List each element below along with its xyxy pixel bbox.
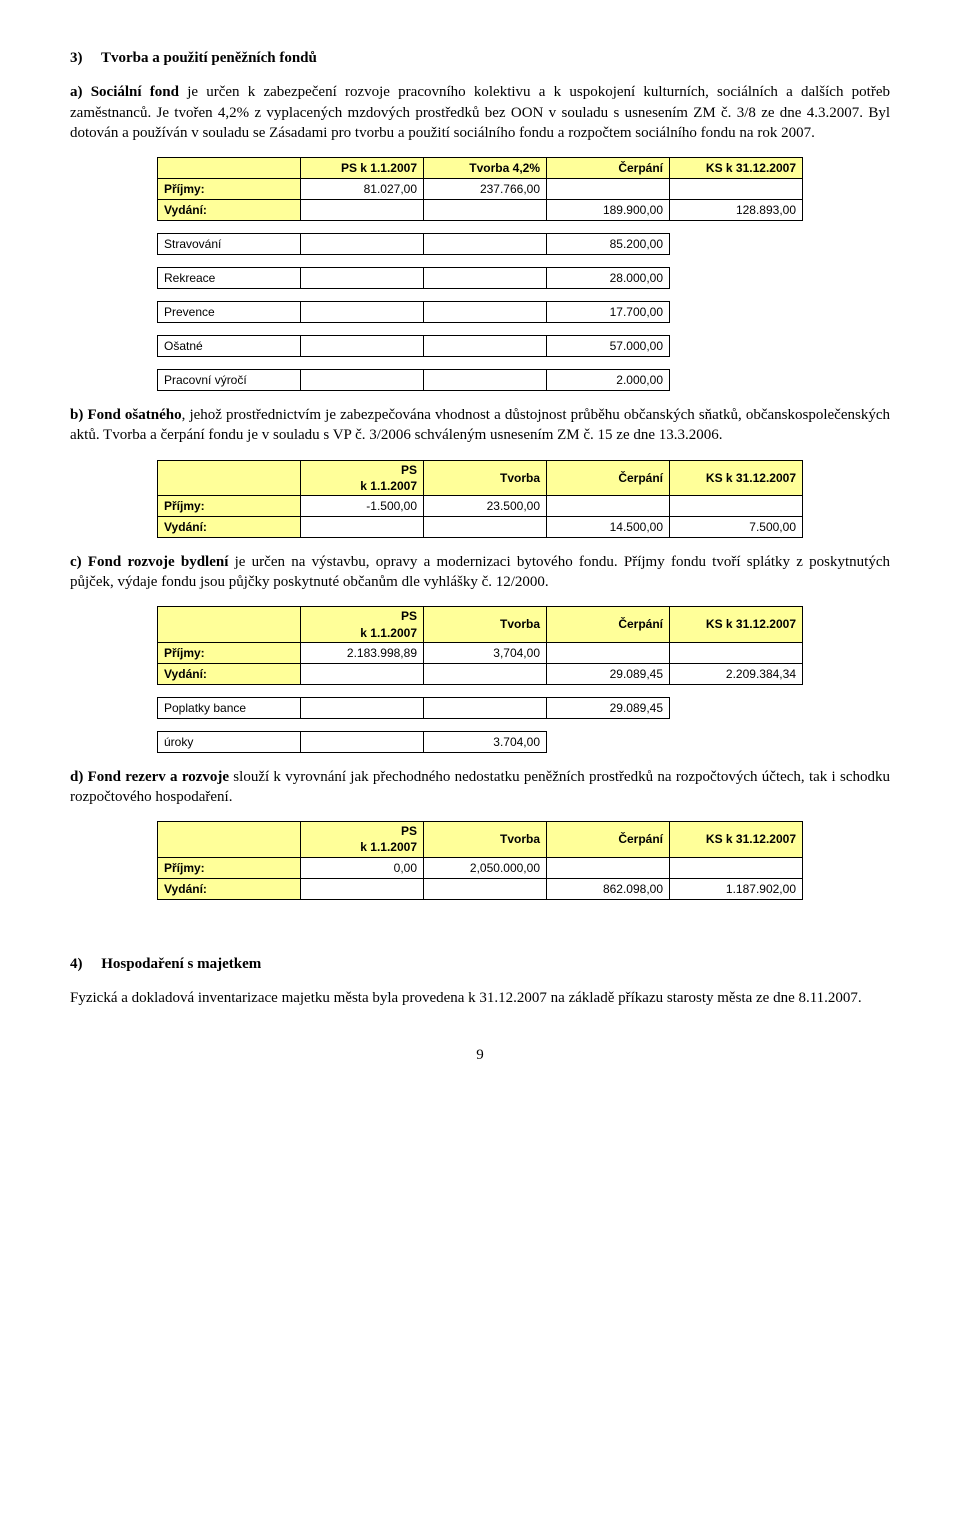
table-a-income-v4 bbox=[547, 179, 670, 200]
table-a-exp-v5: 128.893,00 bbox=[670, 200, 803, 221]
para-a-text: je určen k zabezpečení rozvoje pracovníh… bbox=[70, 84, 890, 141]
table-d-h5: KS k 31.12.2007 bbox=[670, 822, 803, 857]
sec4-prefix: 4) bbox=[70, 956, 83, 972]
table-b-income-v2: -1.500,00 bbox=[301, 495, 424, 516]
table-b-h2: PSk 1.1.2007 bbox=[301, 460, 424, 495]
table-c-h2: PSk 1.1.2007 bbox=[301, 607, 424, 642]
table-a-h2: PS k 1.1.2007 bbox=[301, 158, 424, 179]
table-b-exp-lbl: Vydání: bbox=[158, 516, 301, 537]
table-a-item2-lbl: Prevence bbox=[158, 302, 301, 323]
table-d: PSk 1.1.2007 Tvorba Čerpání KS k 31.12.2… bbox=[157, 821, 803, 899]
table-a-item0-lbl: Stravování bbox=[158, 234, 301, 255]
table-a-item3-val: 57.000,00 bbox=[547, 336, 670, 357]
table-b-h5: KS k 31.12.2007 bbox=[670, 460, 803, 495]
table-a-item1-val: 28.000,00 bbox=[547, 268, 670, 289]
para-b: b) Fond ošatného, jehož prostřednictvím … bbox=[70, 405, 890, 446]
table-c-income-v2: 2.183.998,89 bbox=[301, 642, 424, 663]
table-c-item0-lbl: Poplatky bance bbox=[158, 697, 301, 718]
table-b-income-v3: 23.500,00 bbox=[424, 495, 547, 516]
table-a-income-v3: 237.766,00 bbox=[424, 179, 547, 200]
table-c-exp-lbl: Vydání: bbox=[158, 663, 301, 684]
para-d: d) Fond rezerv a rozvoje slouží k vyrovn… bbox=[70, 767, 890, 808]
table-b-income-lbl: Příjmy: bbox=[158, 495, 301, 516]
table-a-item4-val: 2.000,00 bbox=[547, 370, 670, 391]
table-d-income-lbl: Příjmy: bbox=[158, 857, 301, 878]
table-c-h4: Čerpání bbox=[547, 607, 670, 642]
table-d-h4: Čerpání bbox=[547, 822, 670, 857]
table-a-h1 bbox=[158, 158, 301, 179]
para-c: c) Fond rozvoje bydlení je určen na výst… bbox=[70, 552, 890, 593]
sec4-title: Hospodaření s majetkem bbox=[101, 956, 261, 972]
sec3-title: Tvorba a použití peněžních fondů bbox=[101, 50, 317, 66]
table-a-income-v5 bbox=[670, 179, 803, 200]
table-c-exp-v4: 29.089,45 bbox=[547, 663, 670, 684]
table-d-income-v2: 0,00 bbox=[301, 857, 424, 878]
table-d-h2: PSk 1.1.2007 bbox=[301, 822, 424, 857]
table-c-item1-val: 3.704,00 bbox=[424, 731, 547, 752]
table-a-item0-val: 85.200,00 bbox=[547, 234, 670, 255]
para-sec4: Fyzická a dokladová inventarizace majetk… bbox=[70, 988, 890, 1008]
table-d-exp-v4: 862.098,00 bbox=[547, 878, 670, 899]
table-b: PSk 1.1.2007 Tvorba Čerpání KS k 31.12.2… bbox=[157, 460, 803, 538]
table-c: PSk 1.1.2007 Tvorba Čerpání KS k 31.12.2… bbox=[157, 606, 803, 752]
table-c-income-v3: 3,704,00 bbox=[424, 642, 547, 663]
table-b-exp-v5: 7.500,00 bbox=[670, 516, 803, 537]
table-b-h4: Čerpání bbox=[547, 460, 670, 495]
table-a-item1-lbl: Rekreace bbox=[158, 268, 301, 289]
table-a-income-v2: 81.027,00 bbox=[301, 179, 424, 200]
table-b-exp-v4: 14.500,00 bbox=[547, 516, 670, 537]
para-a-bold: a) Sociální fond bbox=[70, 84, 179, 100]
table-a-h4: Čerpání bbox=[547, 158, 670, 179]
table-c-item1-lbl: úroky bbox=[158, 731, 301, 752]
para-d-bold: d) Fond rezerv a rozvoje bbox=[70, 769, 229, 785]
para-c-bold: c) Fond rozvoje bydlení bbox=[70, 554, 228, 570]
table-a-income-lbl: Příjmy: bbox=[158, 179, 301, 200]
table-c-h3: Tvorba bbox=[424, 607, 547, 642]
table-c-item0-val: 29.089,45 bbox=[547, 697, 670, 718]
table-a-exp-v4: 189.900,00 bbox=[547, 200, 670, 221]
table-c-h5: KS k 31.12.2007 bbox=[670, 607, 803, 642]
table-a: PS k 1.1.2007 Tvorba 4,2% Čerpání KS k 3… bbox=[157, 157, 803, 391]
table-c-exp-v5: 2.209.384,34 bbox=[670, 663, 803, 684]
para-b-text: , jehož prostřednictvím je zabezpečována… bbox=[70, 407, 890, 443]
table-d-income-v3: 2,050.000,00 bbox=[424, 857, 547, 878]
para-b-bold: b) Fond ošatného bbox=[70, 407, 182, 423]
sec3-heading: 3) Tvorba a použití peněžních fondů bbox=[70, 48, 890, 68]
page-number: 9 bbox=[70, 1045, 890, 1065]
table-a-item4-lbl: Pracovní výročí bbox=[158, 370, 301, 391]
table-d-h3: Tvorba bbox=[424, 822, 547, 857]
table-a-exp-lbl: Vydání: bbox=[158, 200, 301, 221]
table-d-exp-v5: 1.187.902,00 bbox=[670, 878, 803, 899]
para-a: a) Sociální fond je určen k zabezpečení … bbox=[70, 82, 890, 143]
sec4-heading: 4) Hospodaření s majetkem bbox=[70, 954, 890, 974]
table-b-h3: Tvorba bbox=[424, 460, 547, 495]
table-c-income-lbl: Příjmy: bbox=[158, 642, 301, 663]
table-d-exp-lbl: Vydání: bbox=[158, 878, 301, 899]
sec3-prefix: 3) bbox=[70, 50, 83, 66]
table-a-h5: KS k 31.12.2007 bbox=[670, 158, 803, 179]
table-a-item2-val: 17.700,00 bbox=[547, 302, 670, 323]
table-a-h3: Tvorba 4,2% bbox=[424, 158, 547, 179]
table-a-item3-lbl: Ošatné bbox=[158, 336, 301, 357]
